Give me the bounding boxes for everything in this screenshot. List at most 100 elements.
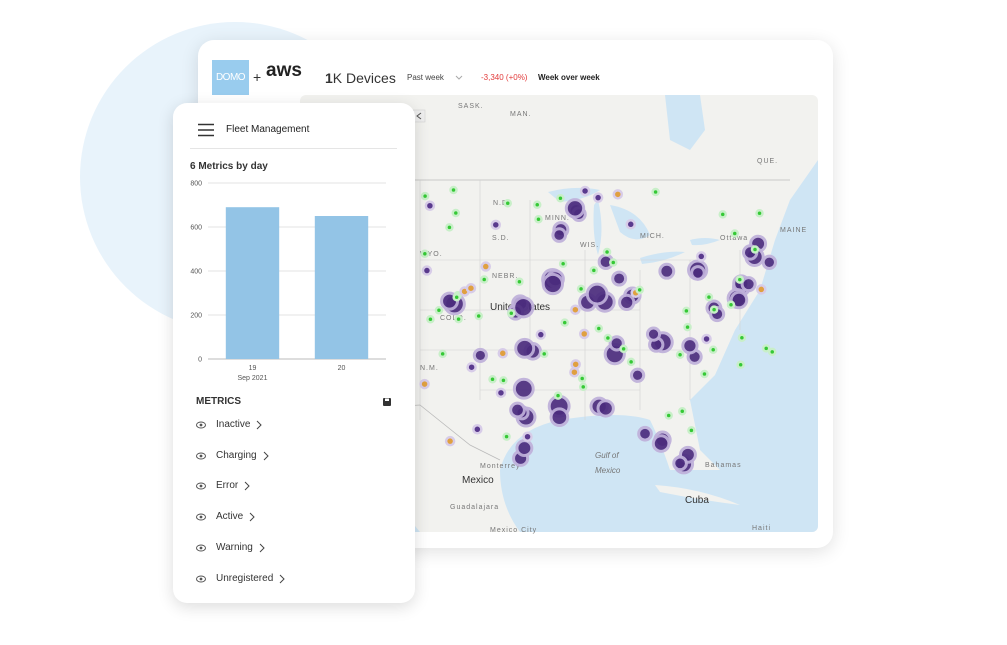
device-active: [560, 318, 569, 327]
device-cluster-small: [472, 424, 483, 435]
metric-item[interactable]: Error: [216, 480, 239, 492]
device-active: [479, 275, 489, 284]
device-cluster: [551, 227, 568, 243]
device-cluster: [637, 425, 653, 442]
chevron-icon: [259, 543, 265, 553]
device-cluster: [509, 401, 526, 419]
device-active: [556, 194, 565, 203]
eye-icon: [196, 421, 206, 429]
device-active: [454, 314, 463, 324]
panel-title: Fleet Management: [226, 124, 310, 135]
map-label: Mexico City: [490, 527, 537, 534]
eye-outline: [196, 482, 206, 490]
device-cluster: [740, 276, 757, 293]
device-active: [507, 309, 516, 318]
device-active: [449, 185, 458, 195]
bar: [314, 216, 369, 359]
device-cluster: [541, 272, 564, 296]
device-count: 1K Devices: [325, 70, 396, 86]
device-active: [576, 284, 586, 294]
map-label: QUE.: [757, 158, 778, 165]
device-active: [678, 407, 687, 416]
map-label: Monterrey: [480, 463, 521, 470]
metric-item[interactable]: Active: [216, 511, 244, 523]
domo-logo: DOMO: [212, 60, 249, 95]
metric-item[interactable]: Warning: [216, 541, 253, 553]
metric-item[interactable]: Inactive: [216, 419, 251, 430]
device-cluster: [596, 399, 615, 418]
device-cluster: [515, 439, 534, 458]
map-label: SASK.: [458, 103, 484, 110]
device-active: [589, 266, 599, 275]
device-cluster-small: [495, 387, 507, 399]
device-cluster: [618, 293, 636, 312]
device-active: [515, 277, 524, 286]
y-tick-label: 0: [198, 357, 202, 364]
eye-pupil: [199, 423, 203, 427]
device-number: 1: [325, 70, 333, 86]
x-tick-sublabel: Sep 2021: [238, 375, 268, 382]
map-label: Mexico: [462, 475, 494, 486]
device-cluster-small: [756, 284, 767, 295]
device-active: [704, 292, 714, 302]
chevron: [249, 512, 255, 522]
device-active: [635, 285, 644, 295]
chevron: [263, 451, 269, 461]
save-icon[interactable]: [382, 397, 392, 407]
map-label: COLO.: [440, 315, 467, 322]
chevron: [259, 543, 265, 553]
menu-icon[interactable]: [197, 123, 215, 137]
device-active: [737, 333, 747, 343]
device-active: [682, 306, 691, 316]
device-active: [438, 349, 447, 359]
y-tick-label: 600: [190, 225, 202, 232]
eye-pupil: [199, 515, 203, 519]
chevron-icon: [279, 574, 285, 583]
chevron: [279, 574, 285, 583]
x-tick-label: 20: [338, 365, 346, 372]
device-active: [577, 374, 587, 383]
device-cluster: [672, 455, 688, 472]
device-active: [767, 347, 777, 357]
collapse-icon: [416, 112, 422, 120]
device-active: [736, 360, 745, 369]
device-active: [750, 245, 760, 254]
map-label: Gulf of: [595, 451, 619, 460]
device-cluster: [629, 367, 646, 383]
eye-outline: [196, 575, 206, 582]
chart-title: 6 Metrics by day: [190, 161, 268, 172]
map-label: NEBR.: [492, 273, 518, 280]
device-cluster-small: [701, 333, 712, 345]
device-active: [532, 200, 542, 210]
device-active: [664, 411, 673, 420]
device-active: [755, 208, 764, 218]
separator: [190, 148, 397, 149]
device-active: [499, 376, 508, 385]
period-select[interactable]: Past week: [407, 73, 444, 82]
device-cluster: [681, 337, 699, 355]
map-label: N.M.: [420, 365, 439, 372]
bar: [225, 207, 280, 359]
device-active: [503, 199, 512, 208]
eye-icon: [196, 513, 206, 521]
device-active: [594, 324, 604, 333]
device-active: [451, 208, 461, 218]
device-cluster-small: [466, 361, 477, 373]
device-active: [488, 375, 497, 384]
device-cluster-small: [570, 304, 581, 315]
map-label: WIS.: [580, 242, 599, 249]
device-active: [687, 426, 696, 435]
device-cluster: [651, 434, 671, 453]
device-active: [609, 258, 618, 267]
metric-item[interactable]: Unregistered: [216, 572, 274, 584]
device-cluster: [512, 377, 535, 400]
device-active: [452, 293, 461, 302]
device-active: [578, 382, 588, 392]
metric-item[interactable]: Charging: [216, 449, 257, 461]
device-cluster: [472, 347, 488, 363]
device-cluster-small: [535, 329, 547, 340]
device-cluster-small: [522, 431, 533, 442]
device-active: [709, 305, 719, 314]
x-tick-label: 19: [249, 365, 257, 372]
